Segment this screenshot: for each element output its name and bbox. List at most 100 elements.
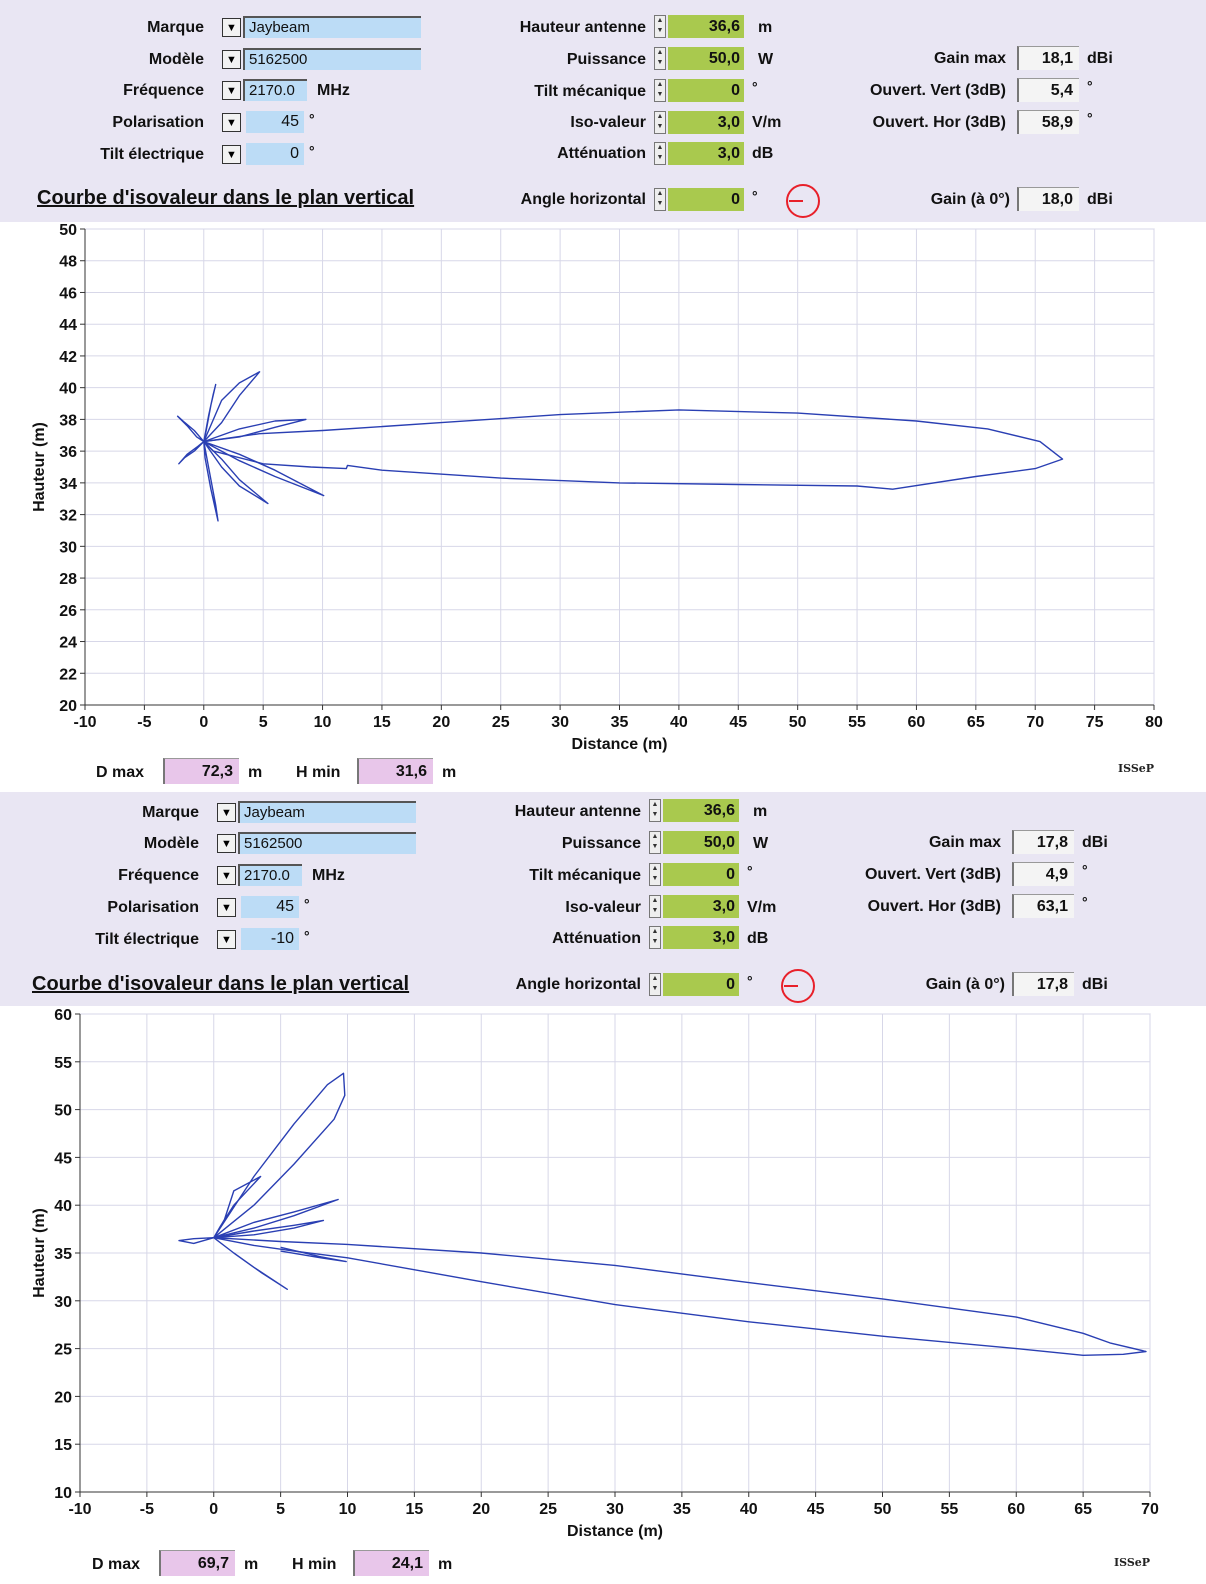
attenuation-field[interactable]: 3,0	[668, 142, 744, 165]
hmin-unit: m	[442, 764, 457, 781]
ouvert-vert-field: 5,4	[1017, 78, 1079, 102]
y-tick-label: 46	[59, 285, 77, 302]
attenuation-spinner[interactable]: ▲ ▼	[654, 142, 666, 165]
x-tick-label: 10	[314, 714, 332, 731]
tilt-electrique-field[interactable]: -10	[241, 928, 299, 950]
y-tick-label: 25	[54, 1342, 72, 1359]
puissance-field[interactable]: 50,0	[668, 47, 744, 70]
tilt-electrique-dropdown-button[interactable]	[217, 930, 236, 949]
tilt-mecanique-field[interactable]: 0	[668, 79, 744, 102]
frequence-unit: MHz	[317, 82, 350, 99]
polarisation-unit: °	[309, 111, 315, 127]
gain-max-unit: dBi	[1087, 50, 1113, 67]
puissance-spinner[interactable]: ▲ ▼	[649, 831, 661, 854]
iso-valeur-unit: V/m	[752, 114, 782, 131]
hmin-field: 24,1	[353, 1550, 429, 1576]
x-tick-label: 40	[670, 714, 688, 731]
marque-field[interactable]: Jaybeam	[238, 801, 416, 823]
y-tick-label: 30	[59, 539, 77, 556]
attenuation-label: Atténuation	[557, 145, 646, 162]
tilt-mecanique-field[interactable]: 0	[663, 863, 739, 886]
angle-horizontal-spinner[interactable]: ▲ ▼	[654, 188, 666, 211]
modele-field[interactable]: 5162500	[238, 832, 416, 854]
y-tick-label: 48	[59, 254, 77, 271]
x-tick-label: 20	[472, 1501, 490, 1518]
polarisation-field[interactable]: 45	[246, 111, 304, 133]
angle-horizontal-field[interactable]: 0	[663, 973, 739, 996]
x-tick-label: 35	[611, 714, 629, 731]
y-tick-label: 32	[59, 508, 77, 525]
modele-dropdown-button[interactable]	[222, 50, 241, 69]
modele-dropdown-button[interactable]	[217, 834, 236, 853]
iso-valeur-field[interactable]: 3,0	[668, 111, 744, 134]
y-tick-label: 55	[54, 1055, 72, 1072]
x-tick-label: 25	[492, 714, 510, 731]
y-axis-label: Hauteur (m)	[31, 1208, 48, 1298]
hauteur-antenne-field[interactable]: 36,6	[668, 15, 744, 38]
angle-horizontal-field[interactable]: 0	[668, 188, 744, 211]
dmax-unit: m	[244, 1556, 259, 1573]
tilt-mecanique-spinner[interactable]: ▲ ▼	[649, 863, 661, 886]
x-tick-label: 10	[339, 1501, 357, 1518]
frequence-dropdown-button[interactable]	[222, 81, 241, 100]
polarisation-label: Polarisation	[112, 114, 204, 131]
frequence-label: Fréquence	[118, 867, 199, 884]
frequence-field[interactable]: 2170.0	[238, 864, 302, 886]
ouvert-hor-field: 63,1	[1012, 894, 1074, 918]
iso-valeur-field[interactable]: 3,0	[663, 895, 739, 918]
y-tick-label: 30	[54, 1294, 72, 1311]
hauteur-antenne-spinner[interactable]: ▲ ▼	[649, 799, 661, 822]
attenuation-field[interactable]: 3,0	[663, 926, 739, 949]
gain-max-field: 18,1	[1017, 46, 1079, 70]
ouvert-vert-label: Ouvert. Vert (3dB)	[864, 866, 1001, 883]
x-tick-label: 55	[848, 714, 866, 731]
gain-max-label: Gain max	[933, 50, 1006, 67]
puissance-unit: W	[753, 835, 769, 852]
frequence-field[interactable]: 2170.0	[243, 79, 307, 101]
hauteur-antenne-spinner[interactable]: ▲ ▼	[654, 15, 666, 38]
tilt-electrique-field[interactable]: 0	[246, 143, 304, 165]
gain-0-label: Gain (à 0°)	[930, 191, 1010, 208]
parameters-panel: Marque Jaybeam Modèle 5162500 Fréquence …	[0, 0, 1206, 172]
attenuation-spinner[interactable]: ▲ ▼	[649, 926, 661, 949]
hauteur-antenne-field[interactable]: 36,6	[663, 799, 739, 822]
ouvert-vert-unit: °	[1082, 862, 1088, 878]
polarisation-dropdown-button[interactable]	[222, 113, 241, 132]
frequence-dropdown-button[interactable]	[217, 866, 236, 885]
isovalue-curve	[213, 1175, 262, 1239]
marque-dropdown-button[interactable]	[217, 803, 236, 822]
puissance-spinner[interactable]: ▲ ▼	[654, 47, 666, 70]
marque-label: Marque	[142, 804, 199, 821]
gain-0-label: Gain (à 0°)	[925, 976, 1005, 993]
angle-horizontal-spinner[interactable]: ▲ ▼	[649, 973, 661, 996]
polarisation-field[interactable]: 45	[241, 896, 299, 918]
gain-0-unit: dBi	[1087, 191, 1113, 208]
x-tick-label: 25	[539, 1501, 557, 1518]
tilt-mecanique-spinner[interactable]: ▲ ▼	[654, 79, 666, 102]
dmax-label: D max	[92, 1556, 141, 1573]
iso-valeur-spinner[interactable]: ▲ ▼	[649, 895, 661, 918]
isovalue-curve	[176, 415, 205, 443]
y-tick-label: 45	[54, 1150, 72, 1167]
modele-field[interactable]: 5162500	[243, 48, 421, 70]
x-tick-label: 15	[373, 714, 391, 731]
ouvert-hor-unit: °	[1087, 110, 1093, 126]
angle-horizontal-label: Angle horizontal	[520, 191, 646, 208]
iso-valeur-label: Iso-valeur	[570, 114, 646, 131]
puissance-field[interactable]: 50,0	[663, 831, 739, 854]
polarisation-dropdown-button[interactable]	[217, 898, 236, 917]
tilt-electrique-dropdown-button[interactable]	[222, 145, 241, 164]
iso-valeur-spinner[interactable]: ▲ ▼	[654, 111, 666, 134]
y-tick-label: 22	[59, 666, 77, 683]
dmax-label: D max	[96, 764, 145, 781]
isovalue-curve	[203, 383, 217, 442]
marque-field[interactable]: Jaybeam	[243, 16, 421, 38]
hauteur-antenne-label: Hauteur antenne	[519, 19, 646, 36]
angle-horizontal-unit: °	[747, 973, 753, 989]
hauteur-antenne-label: Hauteur antenne	[514, 803, 641, 820]
y-axis-label: Hauteur (m)	[31, 422, 48, 512]
isovalue-curve	[213, 1198, 339, 1239]
marque-dropdown-button[interactable]	[222, 18, 241, 37]
puissance-label: Puissance	[566, 51, 646, 68]
hauteur-antenne-unit: m	[758, 19, 773, 36]
